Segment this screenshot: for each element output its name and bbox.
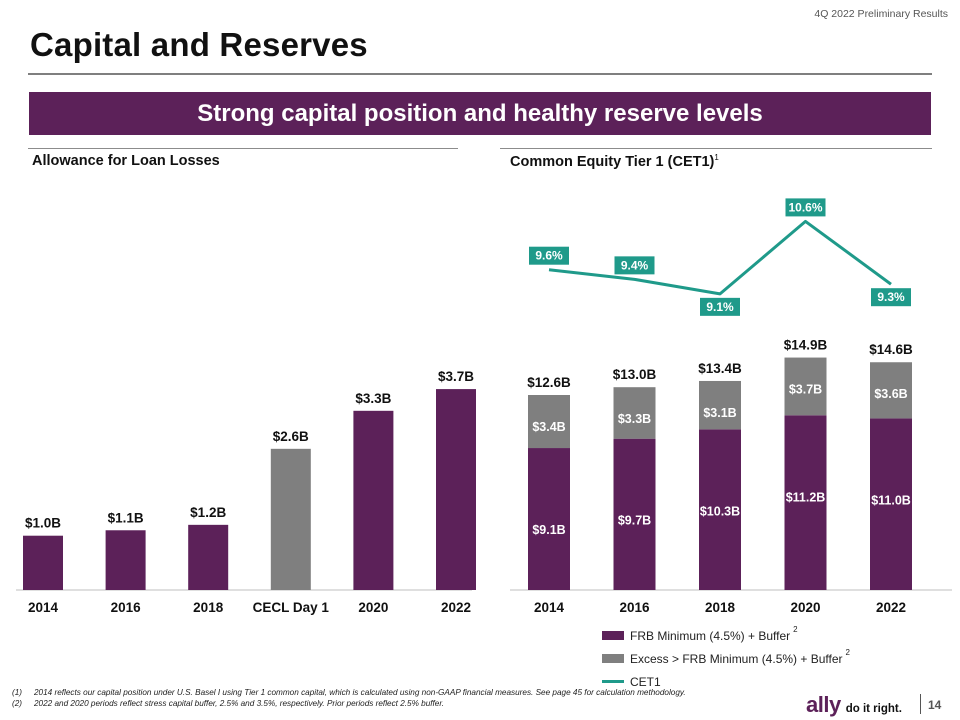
cet1-total-label: $14.6B [869,342,913,357]
legend-footnote-ref: 2 [845,648,850,657]
cet1-ratio-label-box [700,297,740,316]
allowance-bar [188,524,229,590]
cet1-excess-label: $3.7B [789,383,822,397]
cet1-legend: FRB Minimum (4.5%) + Buffer 2 Excess > F… [602,624,850,693]
cet1-ratio-label: 9.4% [621,258,649,272]
footnote-2: (2) 2022 and 2020 periods reflect stress… [12,698,686,709]
allowance-bar [105,530,146,590]
headline-banner: Strong capital position and healthy rese… [29,92,931,135]
cet1-ratio-label-box [614,256,655,275]
footnotes: (1) 2014 reflects our capital position u… [12,687,686,709]
legend-footnote-ref: 2 [793,625,798,634]
allowance-data-label: $1.1B [108,510,144,525]
cet1-section-title: Common Equity Tier 1 (CET1)1 [510,153,719,170]
cet1-total-label: $12.6B [527,375,571,390]
cet1-bar-excess [528,395,570,449]
logo-wordmark: ally [806,692,841,717]
allowance-bar [270,448,311,590]
cet1-title-text: Common Equity Tier 1 (CET1) [510,153,715,170]
right-section-divider [500,148,932,149]
allowance-chart: $1.0B 2014 $1.1B 2016 $1.2B 2018 $2.6B CECL Day… [16,369,476,615]
page-title: Capital and Reserves [30,26,368,63]
cet1-total-label: $13.4B [698,361,742,376]
cet1-excess-label: $3.6B [874,387,907,401]
footnote-text: 2014 reflects our capital position under… [34,688,686,697]
legend-item-excess: Excess > FRB Minimum (4.5%) + Buffer 2 [602,647,850,670]
cet1-ratio-label-box [871,288,911,307]
footnote-number: (2) [12,699,23,708]
logo-tagline: do it right. [845,703,902,715]
cet1-category-label: 2018 [705,600,736,615]
cet1-category-label: 2020 [790,600,820,615]
ally-logo: ally do it right. [806,692,902,718]
allowance-section-title: Allowance for Loan Losses [32,153,220,169]
left-section-divider [28,148,458,149]
legend-swatch-gray [602,654,624,663]
allowance-data-label: $3.7B [438,369,474,384]
cet1-excess-label: $3.1B [703,406,736,420]
allowance-data-label: $3.3B [355,391,391,406]
cet1-bar-excess [613,387,656,439]
allowance-bar [436,389,476,590]
footnote-number: (1) [12,688,23,697]
legend-item-cet1: CET1 [602,670,850,693]
allowance-data-label: $2.6B [273,429,309,444]
allowance-category-label: 2020 [358,600,388,615]
cet1-bar-frb-minimum [784,415,827,590]
legend-swatch-purple [602,631,624,640]
cet1-category-label: 2022 [876,600,906,615]
cet1-title-footnote-ref: 1 [714,153,719,162]
cet1-bar-frb-minimum [699,429,741,590]
cet1-ratio-label: 9.3% [877,290,905,304]
cet1-frb-label: $9.1B [532,523,565,537]
cet1-total-label: $14.9B [784,338,828,353]
cet1-ratio-label: 9.6% [535,249,563,263]
logo-divider [920,694,921,714]
cet1-ratio-label-box [529,246,569,265]
cet1-bar-frb-minimum [528,448,570,590]
cet1-excess-label: $3.4B [532,420,565,434]
cet1-bar-excess [784,357,827,416]
allowance-category-label: 2022 [441,600,471,615]
allowance-category-label: CECL Day 1 [253,600,330,615]
allowance-category-label: 2018 [193,600,224,615]
cet1-ratio-line [548,219,892,296]
cet1-ratio-label-box [785,198,826,217]
cet1-frb-label: $9.7B [618,514,651,528]
allowance-bar [353,410,394,590]
cet1-bar-excess [870,362,912,419]
cet1-bar-excess [699,380,741,430]
page-number: 14 [928,698,942,712]
cet1-frb-label: $10.3B [700,504,740,518]
report-label: 4Q 2022 Preliminary Results [814,8,948,20]
legend-label-frb-minimum: FRB Minimum (4.5%) + Buffer [630,628,791,643]
cet1-frb-label: $11.0B [871,493,911,507]
cet1-ratio-label: 10.6% [788,200,822,214]
legend-item-frb-minimum: FRB Minimum (4.5%) + Buffer 2 [602,624,850,647]
cet1-ratio-label: 9.1% [706,300,734,314]
allowance-data-label: $1.0B [25,516,61,531]
cet1-category-label: 2014 [534,600,565,615]
footnote-1: (1) 2014 reflects our capital position u… [12,687,686,698]
legend-label-cet1: CET1 [630,674,661,689]
cet1-chart: $9.1B $3.4B $12.6B 2014 $9.7B $3.3B $13.0B 2016… [510,198,952,615]
allowance-data-label: $1.2B [190,505,226,520]
cet1-excess-label: $3.3B [618,412,651,426]
cet1-frb-label: $11.2B [786,490,826,504]
cet1-bar-frb-minimum [613,438,656,590]
cet1-bar-frb-minimum [870,418,912,590]
title-divider [28,73,932,75]
footnote-text: 2022 and 2020 periods reflect stress cap… [34,699,445,708]
allowance-category-label: 2016 [111,600,142,615]
legend-swatch-teal-line [602,680,624,683]
cet1-category-label: 2016 [619,600,650,615]
allowance-bar [23,535,63,590]
allowance-category-label: 2014 [28,600,59,615]
legend-label-excess: Excess > FRB Minimum (4.5%) + Buffer [630,651,843,666]
cet1-total-label: $13.0B [613,367,657,382]
